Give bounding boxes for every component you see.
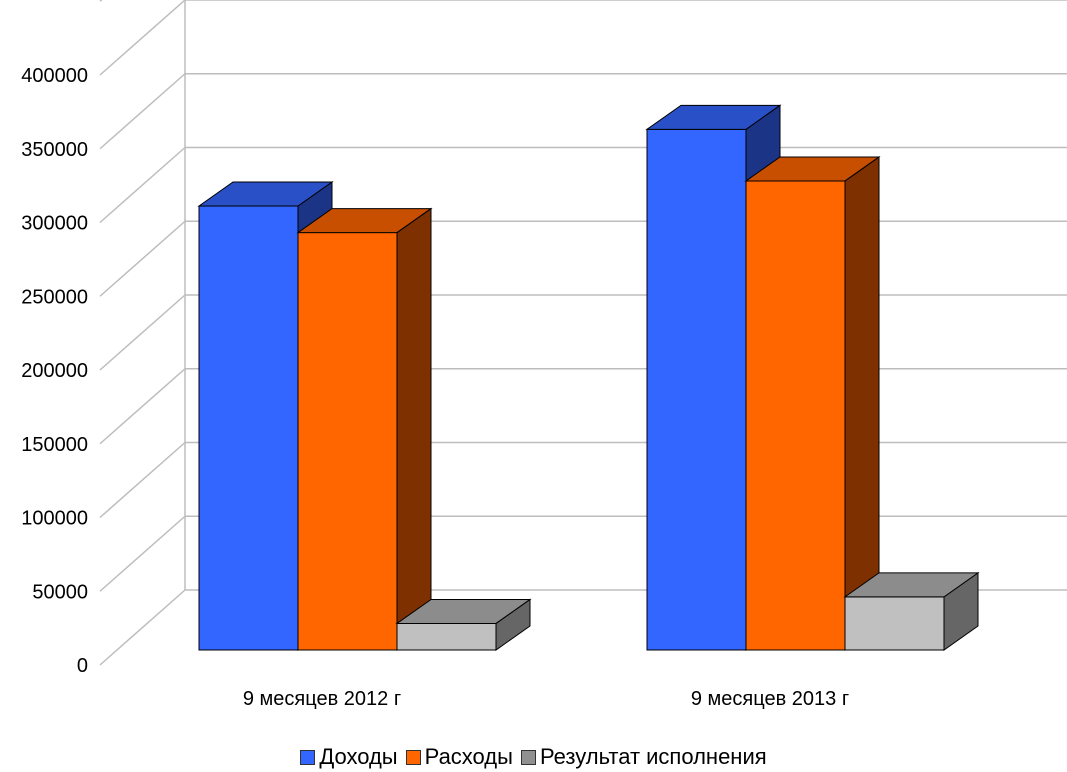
bar-top [296, 208, 433, 234]
legend-label-result: Результат исполнения [539, 744, 767, 769]
bar-front [297, 232, 398, 651]
gridline-floor-200000 [99, 294, 186, 371]
legend-item-result: Результат исполнения [520, 744, 767, 770]
y-tick-label-200000: 200000 [21, 360, 88, 382]
y-tick-label-150000: 150000 [21, 434, 88, 456]
bars [197, 104, 980, 651]
y-axis-ticks: 0 50000 100000 150000 200000 250000 300000 3500… [21, 65, 88, 677]
legend-item-income: Доходы [300, 744, 398, 770]
bar-2-2 [744, 155, 881, 651]
bar-front [396, 622, 497, 651]
y-tick-label-350000: 350000 [21, 139, 88, 161]
gridline-floor-450000 [99, 0, 103, 2]
bar-top [645, 104, 782, 130]
legend: Доходы Расходы Результат исполнения [0, 744, 1067, 770]
bar-1-3 [395, 598, 532, 651]
bar-front [198, 205, 299, 651]
legend-swatch-result [520, 749, 536, 765]
bar-front [646, 128, 747, 651]
gridline-floor-250000 [99, 220, 186, 297]
x-tick-label-2: 9 месяцев 2013 г [691, 688, 849, 710]
legend-label-expenses: Расходы [424, 744, 513, 769]
gridline-floor-300000 [99, 146, 186, 224]
y-tick-label-100000: 100000 [21, 508, 88, 530]
bar-top [744, 156, 881, 182]
bar-front [745, 180, 846, 651]
y-tick-label-0: 0 [77, 655, 88, 677]
legend-item-expenses: Расходы [405, 744, 513, 770]
bar-top [843, 572, 980, 598]
x-axis-ticks: 9 месяцев 2012 г 9 месяцев 2013 г [243, 688, 849, 710]
x-tick-label-1: 9 месяцев 2012 г [243, 688, 401, 710]
bar-front [844, 596, 945, 651]
legend-swatch-income [300, 749, 316, 765]
gridline-floor-0 [99, 589, 186, 666]
gridline-floor-400000 [99, 0, 186, 76]
bar-top [395, 598, 532, 624]
y-tick-label-300000: 300000 [21, 213, 88, 235]
bar-2-3 [843, 571, 980, 651]
bar-top [197, 181, 334, 207]
y-tick-label-400000: 400000 [21, 65, 88, 87]
gridline-floor-150000 [99, 368, 186, 445]
bar-side [396, 207, 432, 651]
gridline-floor-100000 [99, 441, 186, 519]
y-tick-label-250000: 250000 [21, 286, 88, 308]
chart: 0 50000 100000 150000 200000 250000 300000 3500… [21, 0, 1067, 710]
gridline-floor-50000 [99, 515, 186, 592]
legend-swatch-expenses [405, 749, 421, 765]
legend-label-income: Доходы [319, 744, 398, 769]
gridline-floor-350000 [99, 73, 186, 150]
y-tick-label-50000: 50000 [32, 581, 88, 603]
bar-1-2 [296, 207, 433, 651]
